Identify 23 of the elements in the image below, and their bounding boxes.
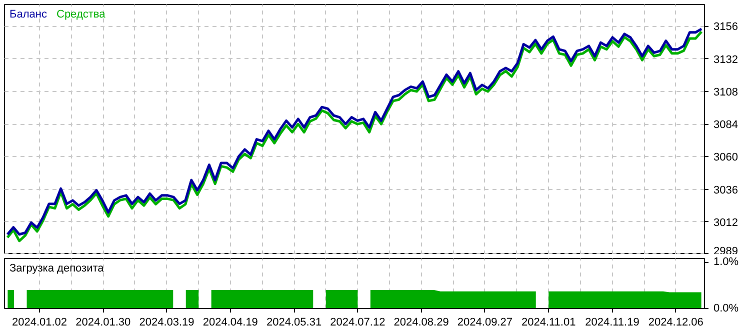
x-tick-label: 2024.09.27 [457,316,512,328]
x-tick-label: 2024.08.29 [394,316,449,328]
x-tick-label: 2024.07.12 [330,316,386,328]
x-tick-label: 2024.01.02 [12,316,68,328]
y-tick-label: 3156 [714,21,738,34]
y-tick-label: 3060 [714,152,738,164]
y-tick-label: 1.0% [714,256,739,268]
y-tick-label: 3108 [714,86,738,98]
y-tick-label: 3132 [714,54,738,66]
y-tick-label: 3036 [714,184,738,196]
y-tick-label: 3084 [714,119,738,132]
chart-title: Загрузка депозита [10,262,105,274]
y-tick-label: 3012 [714,216,738,229]
x-tick-label: 2024.01.30 [76,316,131,328]
x-tick-label: 2024.11.19 [585,316,640,328]
x-tick-label: 2024.11.01 [521,316,576,328]
text: Баланс [10,8,48,20]
x-tick-label: 2024.03.19 [139,316,194,328]
x-tick-label: 2024.12.06 [648,316,704,328]
y-tick-label: 0.0% [714,302,739,314]
x-tick-label: 2024.05.31 [266,316,322,328]
x-tick-label: 2024.04.19 [202,316,258,328]
text: Средства [56,8,106,20]
